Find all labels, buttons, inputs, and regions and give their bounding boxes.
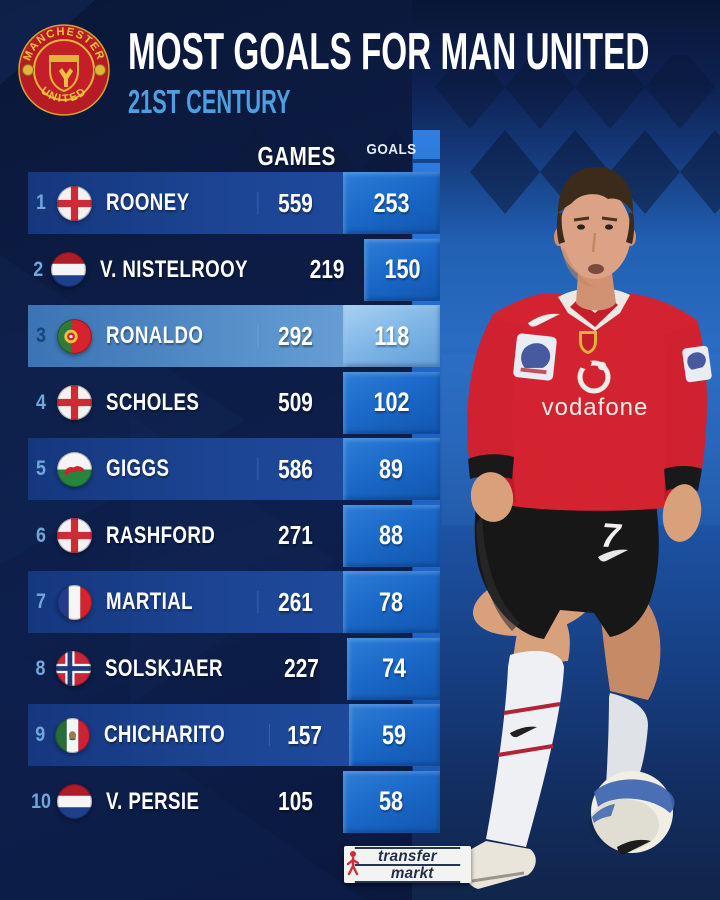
player-name: RASHFORD bbox=[106, 521, 216, 549]
red-devil-icon bbox=[59, 68, 73, 87]
page-title: MOST GOALS FOR MAN UNITED bbox=[128, 23, 650, 81]
goals-value: 59 bbox=[382, 719, 407, 750]
goals-cell: 88 bbox=[343, 504, 440, 567]
england-flag-icon bbox=[57, 385, 92, 420]
sponsor-logo: vodafone bbox=[542, 358, 649, 421]
swoosh-chest bbox=[528, 313, 560, 327]
games-value: 227 bbox=[284, 653, 319, 683]
norway-flag-icon bbox=[55, 651, 91, 686]
shorts-number: 7 bbox=[600, 516, 624, 555]
rank-label: 8 bbox=[35, 656, 46, 680]
goals-cell: 78 bbox=[343, 571, 440, 633]
player-name: SCHOLES bbox=[106, 388, 200, 416]
goals-cell: 253 bbox=[343, 172, 440, 234]
goals-value: 88 bbox=[379, 520, 404, 550]
netherlands-flag-icon bbox=[51, 252, 87, 287]
football bbox=[589, 771, 675, 855]
transfermarkt-logo: transfer markt bbox=[344, 846, 471, 883]
portugal-flag-icon bbox=[57, 318, 92, 354]
games-value: 105 bbox=[278, 786, 313, 816]
table-row: 8 SOLSKJAER 227 74 bbox=[28, 637, 440, 700]
page-subtitle: 21ST CENTURY bbox=[128, 83, 291, 120]
transfermarkt-player-icon bbox=[346, 851, 360, 876]
goals-column-header: GOALS bbox=[366, 141, 417, 158]
player-name: RONALDO bbox=[106, 322, 204, 349]
games-value: 292 bbox=[257, 321, 334, 352]
games-column-header: GAMES bbox=[257, 141, 336, 171]
games-value: 261 bbox=[257, 587, 334, 618]
player-name: CHICHARITO bbox=[104, 721, 226, 748]
player-name: V. NISTELROOY bbox=[100, 255, 249, 283]
goals-cell: 74 bbox=[347, 637, 440, 700]
games-value: 157 bbox=[268, 720, 340, 751]
goals-value: 102 bbox=[373, 387, 410, 417]
table-row: 4 SCHOLES 509 102 bbox=[28, 371, 440, 434]
player-figure: 7 bbox=[463, 167, 712, 889]
goals-value: 58 bbox=[379, 786, 404, 816]
table-row: 6 RASHFORD 271 88 bbox=[28, 504, 440, 567]
goals-value: 253 bbox=[373, 187, 410, 218]
goals-value: 74 bbox=[381, 653, 406, 683]
table-row: 2 V. NISTELROOY 219 150 bbox=[28, 238, 440, 301]
brand-line-1: transfer bbox=[354, 846, 461, 866]
table-row: 7 MARTIAL 261 78 bbox=[28, 571, 440, 633]
games-value: 559 bbox=[257, 188, 334, 219]
mexico-flag-icon bbox=[55, 717, 91, 753]
rank-label: 4 bbox=[36, 390, 46, 414]
player-name: ROONEY bbox=[106, 189, 190, 216]
games-value: 509 bbox=[278, 387, 313, 417]
stats-table: 1 ROONEY 559 253 2 V. NISTELROOY 219 150… bbox=[28, 172, 440, 837]
player-name: SOLSKJAER bbox=[104, 654, 223, 682]
sponsor-text: vodafone bbox=[542, 394, 649, 421]
rank-label: 6 bbox=[36, 523, 46, 547]
goals-cell: 102 bbox=[343, 371, 440, 434]
player-name: V. PERSIE bbox=[106, 787, 200, 815]
player-name: MARTIAL bbox=[106, 588, 193, 615]
player-photo-panel: 7 bbox=[412, 0, 720, 900]
england-flag-icon bbox=[57, 518, 92, 553]
goals-cell: 89 bbox=[343, 438, 440, 500]
games-value: 219 bbox=[309, 254, 345, 284]
games-value: 586 bbox=[257, 454, 334, 485]
man-united-crest: MANCHESTER UNITED bbox=[18, 24, 110, 116]
rank-label: 9 bbox=[35, 723, 46, 746]
rank-label: 2 bbox=[33, 257, 44, 281]
goals-value: 118 bbox=[374, 320, 409, 351]
goals-value: 150 bbox=[384, 254, 421, 284]
goals-cell: 118 bbox=[343, 305, 440, 367]
goals-value: 78 bbox=[379, 586, 404, 617]
goals-cell: 58 bbox=[343, 770, 440, 833]
ronaldo-player-photo: 7 bbox=[435, 55, 720, 889]
table-row: 10 V. PERSIE 105 58 bbox=[28, 770, 440, 833]
rank-label: 10 bbox=[31, 789, 51, 813]
netherlands-flag-icon bbox=[57, 784, 92, 819]
england-flag-icon bbox=[57, 185, 92, 221]
rank-label: 7 bbox=[36, 590, 46, 613]
league-sleeve-patch bbox=[513, 333, 557, 381]
table-row: 1 ROONEY 559 253 bbox=[28, 172, 440, 234]
table-row: 3 RONALDO 292 118 bbox=[28, 305, 440, 367]
goals-value: 89 bbox=[379, 453, 404, 484]
rank-label: 1 bbox=[36, 191, 46, 214]
games-value: 271 bbox=[278, 520, 313, 550]
player-name: GIGGS bbox=[106, 455, 170, 482]
rank-label: 5 bbox=[36, 457, 46, 480]
france-flag-icon bbox=[57, 584, 92, 620]
wales-flag-icon bbox=[57, 451, 92, 487]
jersey-crest bbox=[579, 331, 597, 354]
table-row: 9 CHICHARITO 157 59 bbox=[28, 704, 440, 766]
table-row: 5 GIGGS 586 89 bbox=[28, 438, 440, 500]
column-headers: GAMES GOALS bbox=[28, 141, 440, 171]
league-sleeve-patch-right bbox=[682, 345, 712, 383]
brand-line-2: markt bbox=[354, 865, 461, 883]
goals-cell: 150 bbox=[364, 238, 440, 301]
goals-cell: 59 bbox=[348, 704, 440, 766]
rank-label: 3 bbox=[36, 324, 46, 347]
